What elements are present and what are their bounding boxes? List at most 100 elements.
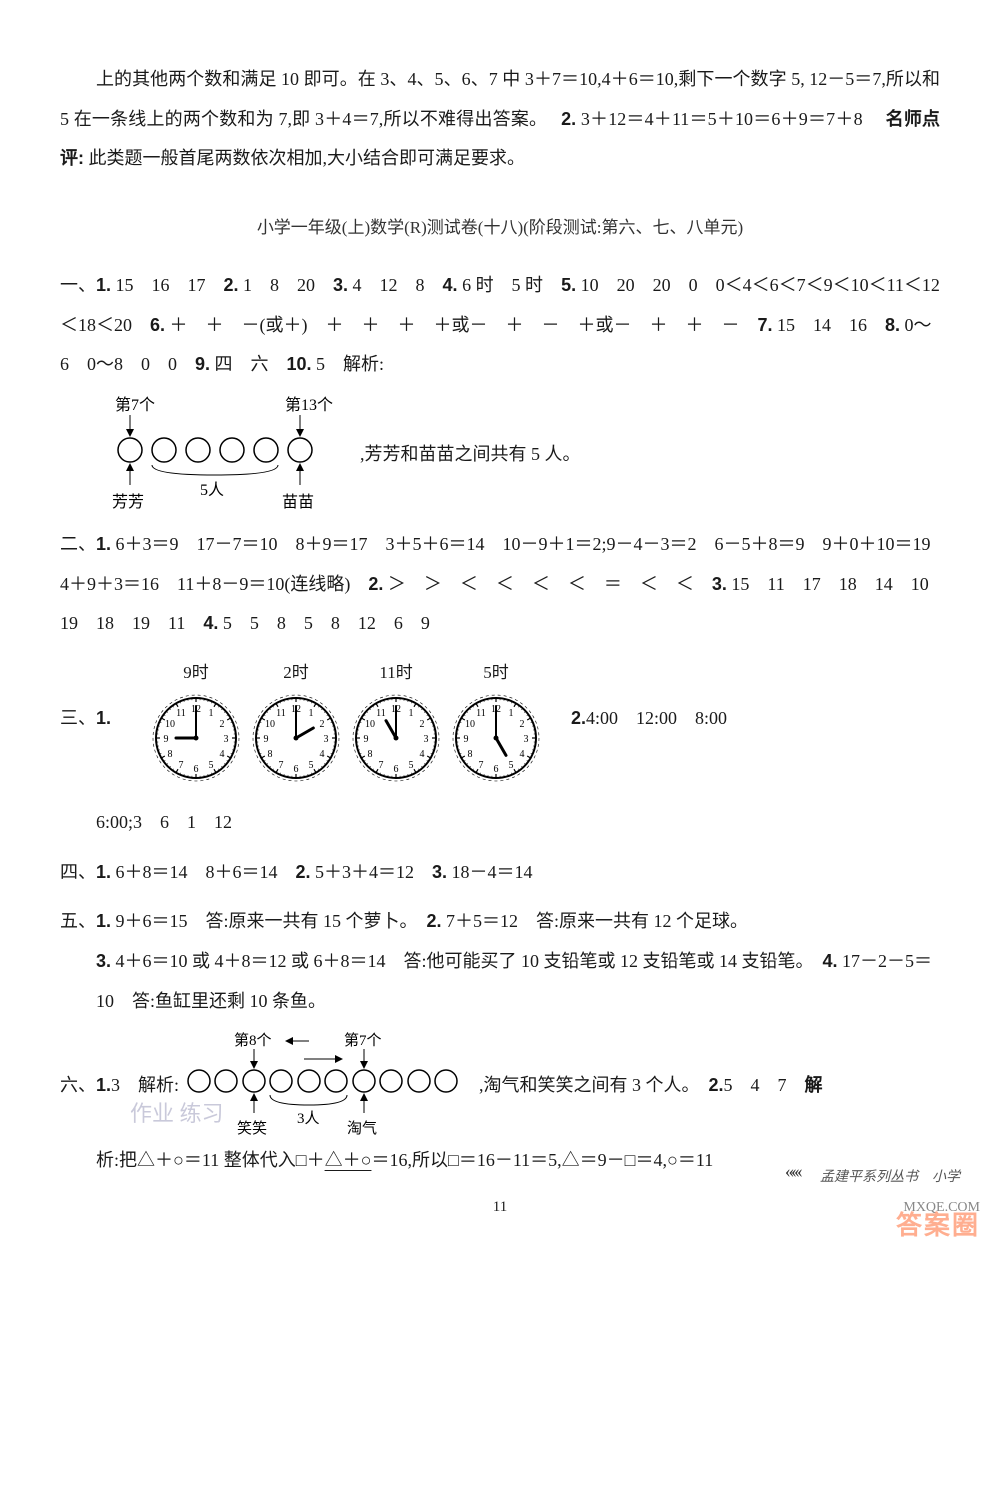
svg-text:10: 10: [465, 719, 475, 730]
svg-text:6: 6: [394, 764, 399, 775]
intro-text-e: 此类题一般首尾两数依次相加,大小结合即可满足要求。: [89, 148, 526, 168]
svg-text:7: 7: [479, 760, 484, 771]
watermark-main: 答案圈: [896, 1197, 980, 1254]
section-1-diagram: 第7个 第13个 5人 芳芳 苗苗 ,芳: [100, 395, 940, 515]
svg-text:10: 10: [365, 719, 375, 730]
svg-text:2: 2: [519, 719, 524, 730]
svg-text:笑笑: 笑笑: [237, 1120, 267, 1137]
intro-text-c: 3＋12＝4＋11＝5＋10＝6＋9＝7＋8: [581, 109, 881, 129]
svg-text:11: 11: [476, 708, 486, 719]
section-2: 二、1. 6＋3＝9 17－7＝10 8＋9＝17 3＋5＋6＝14 10－9＋…: [60, 525, 940, 644]
svg-text:3: 3: [224, 734, 229, 745]
clock-label: 2时: [283, 654, 309, 691]
paper-title: 小学一年级(上)数学(R)测试卷(十八)(阶段测试:第六、七、八单元): [60, 209, 940, 246]
intro-paragraph: 上的其他两个数和满足 10 即可。在 3、4、5、6、7 中 3＋7＝10,4＋…: [60, 60, 940, 179]
label-fangfang: 芳芳: [112, 493, 144, 511]
section-2-label: 二、: [60, 534, 96, 554]
svg-text:10: 10: [265, 719, 275, 730]
section-6-q1b: ,淘气和笑笑之间有 3 个人。: [479, 1066, 709, 1106]
svg-text:9: 9: [164, 734, 169, 745]
label-13th: 第13个: [285, 396, 333, 414]
svg-text:8: 8: [168, 749, 173, 760]
svg-text:8: 8: [268, 749, 273, 760]
section-6-q2-label: 解: [805, 1066, 823, 1106]
svg-text:第8个: 第8个: [234, 1031, 272, 1049]
svg-text:9: 9: [264, 734, 269, 745]
clock-icon: 123456789101112: [451, 693, 541, 783]
label-miaomiao: 苗苗: [282, 493, 314, 511]
clock-label: 5时: [483, 654, 509, 691]
section-3-line2: 6:00;3 6 1 12: [96, 803, 940, 843]
svg-text:2: 2: [219, 719, 224, 730]
intro-q2-label: 2.: [561, 109, 576, 129]
svg-text:第7个: 第7个: [344, 1031, 382, 1049]
section-5-label: 五、: [60, 911, 96, 931]
people-diagram-2: 第8个 第7个: [179, 1031, 479, 1141]
section-3: 三、 1. 9时1234567891011122时123456789101112…: [60, 654, 940, 843]
svg-text:5: 5: [409, 760, 414, 771]
section-1-label: 一、: [60, 275, 96, 295]
clock-icon: 123456789101112: [351, 693, 441, 783]
clock-icon: 123456789101112: [151, 693, 241, 783]
svg-text:4: 4: [519, 749, 524, 760]
section-5: 五、1. 9＋6＝15 答:原来一共有 15 个萝卜。 2. 7＋5＝12 答:…: [60, 902, 940, 1021]
clock-group: 9时1234567891011122时12345678910111211时123…: [151, 654, 541, 783]
svg-text:3: 3: [324, 734, 329, 745]
clock-cell: 9时123456789101112: [151, 654, 241, 783]
svg-text:4: 4: [419, 749, 424, 760]
svg-text:6: 6: [294, 764, 299, 775]
arrow-footer: «‹‹‹: [785, 1152, 800, 1192]
svg-text:9: 9: [364, 734, 369, 745]
svg-text:6: 6: [194, 764, 199, 775]
clock-cell: 5时123456789101112: [451, 654, 541, 783]
svg-text:7: 7: [379, 760, 384, 771]
svg-text:3人: 3人: [297, 1110, 320, 1127]
svg-text:5: 5: [509, 760, 514, 771]
svg-text:4: 4: [219, 749, 224, 760]
svg-text:1: 1: [409, 708, 414, 719]
svg-text:1: 1: [309, 708, 314, 719]
svg-text:9: 9: [464, 734, 469, 745]
svg-text:7: 7: [179, 760, 184, 771]
circles-10: [188, 1070, 457, 1092]
svg-text:7: 7: [279, 760, 284, 771]
page-number: 11: [60, 1191, 940, 1224]
section-1-line1: 15 16 17: [111, 275, 224, 295]
svg-text:2: 2: [419, 719, 424, 730]
section-3-q2: 4:00 12:00 8:00: [586, 699, 727, 739]
people-diagram-1: 第7个 第13个 5人 芳芳 苗苗: [100, 395, 360, 515]
svg-text:3: 3: [524, 734, 529, 745]
svg-text:淘气: 淘气: [347, 1120, 377, 1137]
section-6-line2: 析:把△＋○＝11 整体代入□＋△＋○＝16,所以□＝16－11＝5,△＝9－□…: [96, 1141, 940, 1181]
clock-label: 9时: [183, 654, 209, 691]
section-4: 四、1. 6＋8＝14 8＋6＝14 2. 5＋3＋4＝12 3. 18－4＝1…: [60, 853, 940, 893]
clock-label: 11时: [379, 654, 412, 691]
footer-series: 孟建平系列丛书 小学: [820, 1163, 960, 1194]
section-5-line2: 3. 4＋6＝10 或 4＋8＝12 或 6＋8＝14 答:他可能买了 10 支…: [96, 942, 940, 1021]
section-6-label: 六、: [60, 1066, 96, 1106]
svg-text:11: 11: [276, 708, 286, 719]
label-5-people: 5人: [200, 481, 224, 499]
svg-text:6: 6: [494, 764, 499, 775]
clock-icon: 123456789101112: [251, 693, 341, 783]
svg-text:8: 8: [468, 749, 473, 760]
diagram-1-text: ,芳芳和苗苗之间共有 5 人。: [360, 435, 581, 475]
svg-text:1: 1: [509, 708, 514, 719]
section-1: 一、1. 15 16 17 2. 1 8 20 3. 4 12 8 4. 6 时…: [60, 266, 940, 515]
svg-text:4: 4: [319, 749, 324, 760]
svg-text:10: 10: [165, 719, 175, 730]
svg-text:8: 8: [368, 749, 373, 760]
svg-text:5: 5: [309, 760, 314, 771]
svg-text:11: 11: [376, 708, 386, 719]
svg-text:3: 3: [424, 734, 429, 745]
svg-text:1: 1: [209, 708, 214, 719]
section-3-label: 三、: [60, 699, 96, 739]
faint-watermark: 作业 练习: [130, 1090, 224, 1138]
section-3-q1: 1.: [96, 699, 111, 739]
clock-cell: 11时123456789101112: [351, 654, 441, 783]
label-7th: 第7个: [115, 396, 155, 414]
section-4-label: 四、: [60, 862, 96, 882]
svg-text:5: 5: [209, 760, 214, 771]
svg-text:11: 11: [176, 708, 186, 719]
svg-text:2: 2: [319, 719, 324, 730]
